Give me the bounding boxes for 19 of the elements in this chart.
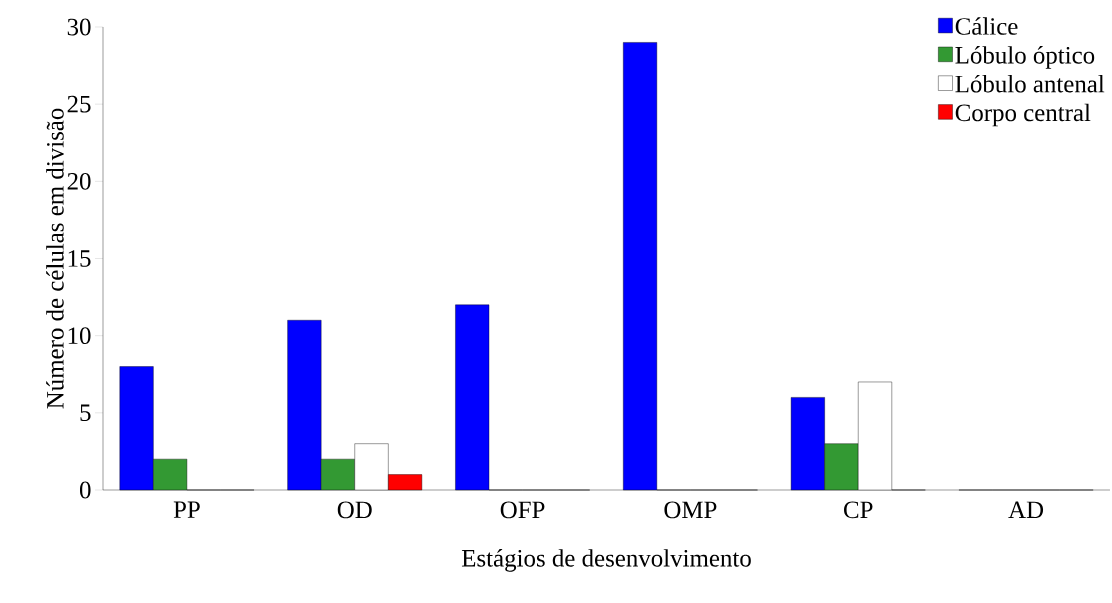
x-tick-label: AD [1008,501,1044,519]
x-axis-title: Estágios de desenvolvimento [461,549,751,572]
x-tick-label: CP [844,501,873,519]
y-tick-label: 15 [68,250,91,267]
y-tick-label: 30 [67,18,91,36]
legend-label: Cálice [955,17,1018,35]
x-tick-label: OMP [664,501,717,519]
y-tick-label: 5 [80,404,91,422]
y-tick-label: 25 [67,95,91,113]
legend-label: Lóbulo antenal [955,74,1105,93]
y-axis-title: Número de células em divisão [46,108,64,409]
y-tick-label: 10 [68,327,91,345]
x-tick-label: OFP [500,501,545,519]
y-tick-label: 0 [79,481,91,499]
x-tick-label: OD [337,501,372,519]
y-tick-label: 20 [67,172,91,190]
legend-label: Corpo central [955,103,1091,127]
x-tick-label: PP [173,501,200,518]
legend-label: Lóbulo óptico [955,46,1095,69]
